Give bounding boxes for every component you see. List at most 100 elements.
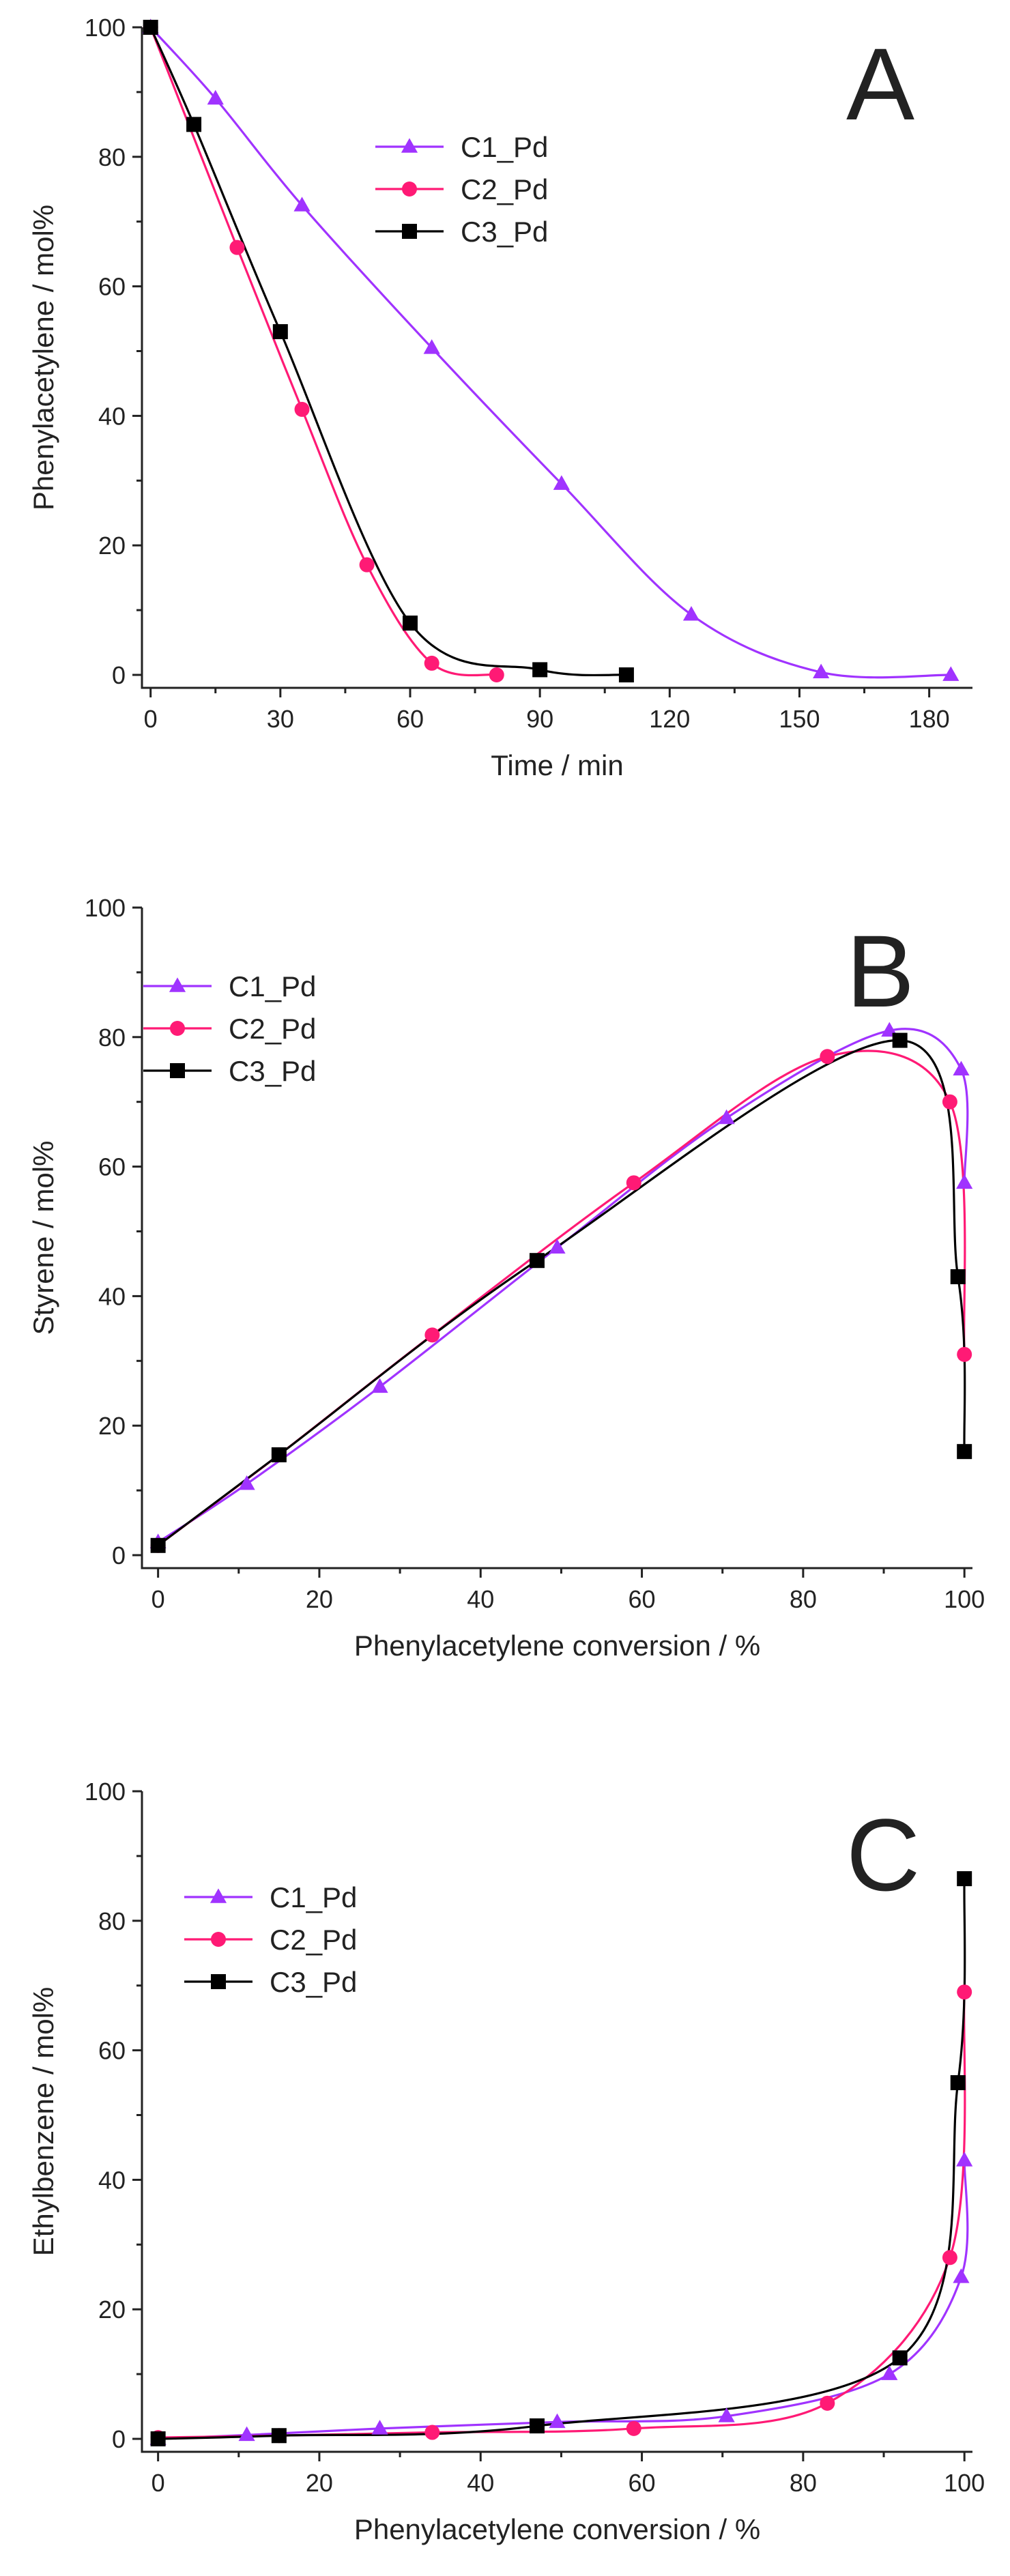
legend-label: C2_Pd <box>461 173 548 205</box>
data-point-c3-pd <box>143 20 158 35</box>
data-point-c3-pd <box>892 1032 908 1048</box>
y-tick-label: 60 <box>98 273 126 301</box>
legend-marker <box>402 224 417 239</box>
data-point-c1-pd <box>953 2268 970 2283</box>
data-point-c1-pd <box>682 606 700 621</box>
data-point-c3-pd <box>892 2350 908 2366</box>
data-point-c3-pd <box>150 2431 166 2447</box>
data-point-c2-pd <box>957 1984 972 2000</box>
series-line-c3-pd <box>158 1879 966 2440</box>
x-tick-label: 0 <box>152 2469 165 2497</box>
data-point-c3-pd <box>186 117 202 132</box>
y-tick-label: 20 <box>98 1412 126 1440</box>
data-point-c3-pd <box>957 1871 972 1887</box>
axes-spines <box>141 27 972 689</box>
y-axis-title: Ethylbenzene / mol% <box>27 1987 59 2257</box>
legend: C1_Pd C2_Pd C3_Pd <box>184 1881 357 1998</box>
series-line-c3-pd <box>157 1039 966 1547</box>
x-tick-label: 20 <box>306 1585 333 1613</box>
legend-label: C3_Pd <box>461 216 548 248</box>
y-tick-label: 60 <box>98 2037 126 2065</box>
data-point-c2-pd <box>626 2420 641 2436</box>
data-point-c2-pd <box>294 401 310 417</box>
legend-label: C3_Pd <box>229 1055 316 1087</box>
series-line-c1-pd <box>149 26 951 679</box>
data-point-c3-pd <box>950 1269 966 1284</box>
data-point-c2-pd <box>489 667 504 683</box>
data-point-c3-pd <box>272 324 288 340</box>
data-point-c1-pd <box>942 666 960 681</box>
legend-marker <box>170 1063 185 1078</box>
y-tick-label: 60 <box>98 1153 126 1181</box>
data-point-c3-pd <box>150 1537 166 1553</box>
data-point-c2-pd <box>424 1327 440 1343</box>
data-point-c1-pd <box>718 2407 735 2422</box>
x-tick-label: 60 <box>629 1585 656 1613</box>
legend-label: C1_Pd <box>461 131 548 163</box>
x-axis-title: Time / min <box>491 749 623 781</box>
y-tick-label: 80 <box>98 1907 126 1935</box>
legend-marker <box>401 138 418 153</box>
x-tick-label: 120 <box>649 705 690 733</box>
x-tick-label: 0 <box>144 705 158 733</box>
legend-marker <box>169 977 186 992</box>
panel-letter: C <box>846 1797 920 1912</box>
x-tick-label: 40 <box>467 1585 494 1613</box>
y-tick-label: 100 <box>85 894 126 922</box>
data-point-c3-pd <box>957 1444 972 1460</box>
data-point-c3-pd <box>529 2418 545 2434</box>
data-point-c2-pd <box>820 1049 835 1065</box>
y-tick-label: 40 <box>98 402 126 430</box>
x-tick-label: 100 <box>944 2469 985 2497</box>
y-tick-label: 100 <box>85 14 126 42</box>
axes-spines <box>141 908 972 1569</box>
y-tick-label: 20 <box>98 2296 126 2324</box>
series-line-c2-pd <box>158 1992 966 2439</box>
y-tick-label: 0 <box>112 1542 126 1569</box>
data-point-c1-pd <box>956 1174 973 1189</box>
data-point-c3-pd <box>618 667 634 683</box>
data-point-c2-pd <box>942 2250 957 2266</box>
data-point-c1-pd <box>293 197 311 212</box>
legend-marker <box>211 1932 226 1947</box>
y-tick-label: 20 <box>98 532 126 560</box>
series-line-c2-pd <box>157 1050 966 1547</box>
data-point-c3-pd <box>402 616 418 631</box>
data-point-c2-pd <box>229 240 245 255</box>
data-point-c3-pd <box>271 2428 287 2444</box>
data-point-c3-pd <box>271 1447 287 1462</box>
y-tick-label: 80 <box>98 143 126 171</box>
series-line-c2-pd <box>149 27 497 677</box>
data-point-c1-pd <box>718 1109 735 1125</box>
legend-label: C3_Pd <box>270 1966 357 1998</box>
y-tick-label: 40 <box>98 2166 126 2194</box>
panel-letter: A <box>846 27 914 141</box>
legend-marker <box>211 1974 226 1989</box>
panel-letter: B <box>846 914 914 1028</box>
y-tick-label: 40 <box>98 1282 126 1310</box>
chart-panel-c: 0 20 40 60 80 100 0 20 40 60 80 100 Phenylacetylene … <box>27 1778 985 2545</box>
y-tick-label: 80 <box>98 1024 126 1052</box>
legend-marker <box>170 1021 185 1036</box>
y-tick-label: 100 <box>85 1778 126 1806</box>
series-line-c3-pd <box>149 27 627 677</box>
x-axis-title: Phenylacetylene conversion / % <box>354 2513 760 2545</box>
chart-panel-a: 0 30 60 90 120 150 180 0 20 40 60 80 100 Time / min Ph… <box>27 14 972 781</box>
series-line-c1-pd <box>157 1028 969 1544</box>
legend-label: C2_Pd <box>270 1924 357 1956</box>
x-tick-label: 60 <box>396 705 424 733</box>
x-tick-label: 80 <box>790 2469 817 2497</box>
x-tick-label: 20 <box>306 2469 333 2497</box>
data-point-c1-pd <box>956 2152 973 2167</box>
data-point-c1-pd <box>238 1475 255 1490</box>
data-point-c2-pd <box>820 2395 835 2411</box>
x-tick-label: 180 <box>909 705 950 733</box>
data-point-c3-pd <box>950 2075 966 2091</box>
legend-label: C1_Pd <box>270 1881 357 1913</box>
data-point-c2-pd <box>359 557 375 573</box>
x-tick-label: 100 <box>944 1585 985 1613</box>
data-point-c1-pd <box>371 2420 388 2435</box>
data-point-c2-pd <box>942 1094 957 1110</box>
x-tick-label: 150 <box>779 705 820 733</box>
